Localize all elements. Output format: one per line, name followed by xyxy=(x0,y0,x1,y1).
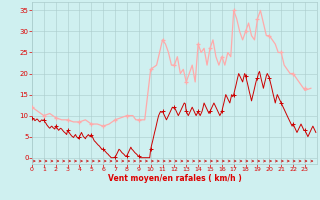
X-axis label: Vent moyen/en rafales ( km/h ): Vent moyen/en rafales ( km/h ) xyxy=(108,174,241,183)
